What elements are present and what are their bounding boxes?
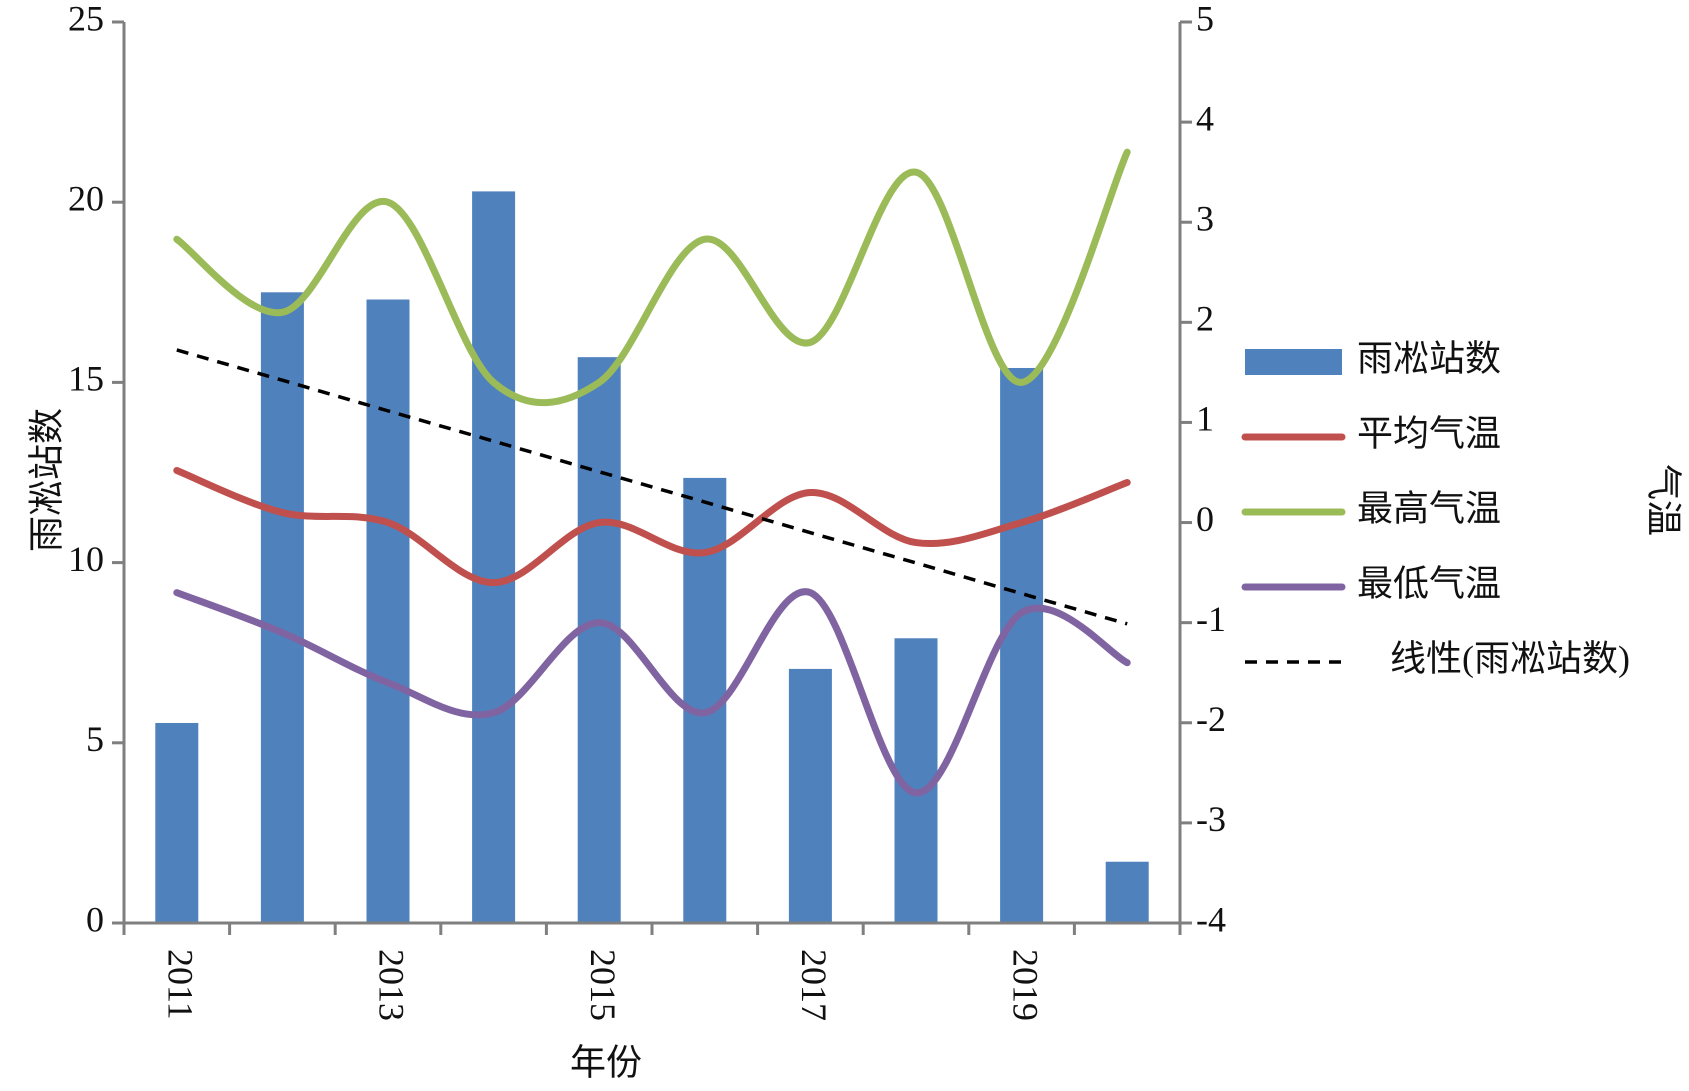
y2-tick-label: 2 [1196, 299, 1214, 339]
line [173, 148, 1131, 407]
legend-label: 最高气温 [1357, 488, 1501, 528]
y-tick-label: 15 [68, 359, 104, 399]
bar [155, 722, 199, 923]
y2-tick-label: -1 [1196, 599, 1226, 639]
y2-tick-label: 0 [1196, 499, 1214, 539]
line [173, 466, 1131, 587]
y-axis-title: 雨凇站数 [26, 408, 66, 552]
x-tick-label: 2017 [794, 949, 834, 1021]
bar [788, 668, 832, 923]
y2-tick-label: 5 [1196, 0, 1214, 38]
y2-tick-label: -2 [1196, 699, 1226, 739]
bar [1105, 861, 1149, 923]
y-tick-label: 5 [86, 719, 104, 759]
x-tick-label: 2019 [1005, 949, 1045, 1021]
bar [260, 292, 304, 923]
y2-tick-label: 4 [1196, 98, 1214, 138]
legend-label: 平均气温 [1357, 413, 1501, 453]
legend-label: 线性(雨凇站数) [1390, 638, 1630, 678]
bar [1000, 367, 1044, 923]
y-tick-label: 25 [68, 0, 104, 38]
bar [472, 191, 516, 923]
line [173, 588, 1131, 797]
legend-label: 最低气温 [1357, 563, 1501, 603]
y2-tick-label: -3 [1196, 799, 1226, 839]
y-tick-label: 20 [68, 178, 104, 218]
bar [366, 299, 410, 923]
x-axis-title: 年份 [570, 1042, 642, 1082]
x-tick-label: 2015 [583, 949, 623, 1021]
bar [577, 357, 621, 923]
y-tick-label: 0 [86, 899, 104, 939]
y2-tick-label: 3 [1196, 198, 1214, 238]
legend-label: 雨凇站数 [1357, 338, 1501, 378]
legend-swatch [1245, 349, 1342, 375]
y2-tick-label: 1 [1196, 399, 1214, 439]
x-tick-label: 2011 [161, 949, 201, 1020]
line [176, 348, 1128, 626]
y-tick-label: 10 [68, 539, 104, 579]
y2-axis-title: 气温 [1644, 464, 1684, 536]
x-tick-label: 2013 [372, 949, 412, 1021]
y2-tick-label: -4 [1196, 899, 1226, 939]
